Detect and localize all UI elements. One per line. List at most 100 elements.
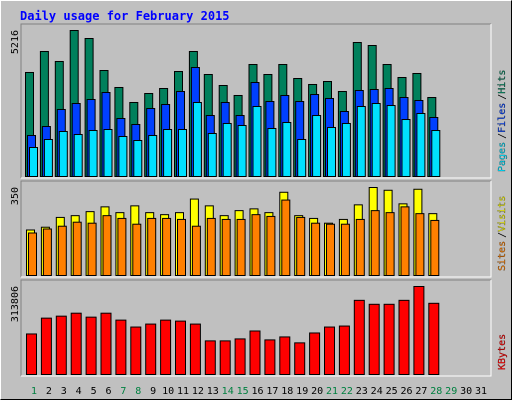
- bar: [266, 215, 276, 277]
- bar: [297, 138, 307, 178]
- bar: [191, 225, 201, 276]
- legend: KBytes: [497, 334, 508, 370]
- bar: [43, 138, 53, 178]
- bar: [163, 129, 173, 177]
- x-tick-label: 28: [430, 386, 442, 397]
- bar: [100, 312, 112, 376]
- bar: [400, 206, 410, 276]
- x-tick-label: 3: [61, 386, 67, 397]
- bar: [236, 218, 246, 276]
- bar: [177, 218, 186, 276]
- bar: [430, 219, 440, 277]
- y-max-label: 350: [10, 187, 21, 205]
- bar: [145, 323, 157, 375]
- legend-separator: /: [497, 94, 508, 100]
- bar: [383, 303, 395, 375]
- bar: [55, 315, 67, 376]
- bar: [148, 134, 158, 178]
- x-tick-label: 6: [105, 386, 111, 397]
- bar: [28, 232, 37, 277]
- bar: [178, 129, 187, 177]
- bar: [385, 212, 395, 276]
- legend-separator: /: [497, 133, 508, 139]
- bar: [132, 223, 142, 276]
- bar: [73, 134, 83, 178]
- bar: [264, 339, 276, 376]
- bar: [327, 126, 336, 177]
- bar: [29, 147, 38, 178]
- bar: [386, 105, 396, 177]
- bar: [368, 303, 380, 375]
- bar: [117, 217, 127, 277]
- bar: [206, 217, 216, 277]
- bar: [130, 326, 142, 375]
- bar: [398, 299, 410, 375]
- bar: [133, 140, 143, 177]
- legend-separator: /: [497, 232, 508, 238]
- legend-entry: Pages: [497, 142, 508, 172]
- x-tick-label: 20: [311, 386, 323, 397]
- bar: [340, 223, 350, 276]
- bar: [324, 326, 335, 375]
- x-tick-label: 16: [251, 386, 263, 397]
- x-tick-label: 13: [207, 386, 219, 397]
- panel-edge-light: [21, 280, 492, 377]
- legend-entry: KBytes: [497, 334, 508, 370]
- bar: [189, 323, 201, 375]
- y-max-label: 313806: [10, 286, 21, 322]
- bar: [103, 129, 113, 177]
- x-tick-label: 17: [266, 386, 278, 397]
- bar: [58, 130, 68, 177]
- bar: [356, 105, 366, 177]
- x-tick-label: 12: [192, 386, 204, 397]
- chart-title: Daily usage for February 2015: [20, 9, 230, 23]
- bar: [85, 316, 97, 376]
- x-tick-label: 30: [460, 386, 472, 397]
- x-tick-label: 25: [386, 386, 398, 397]
- x-tick-label: 29: [445, 386, 457, 397]
- bar: [309, 332, 321, 375]
- x-tick-label: 8: [135, 386, 141, 397]
- x-tick-label: 7: [120, 386, 126, 397]
- bar: [237, 125, 247, 178]
- bar: [192, 101, 202, 177]
- bar: [355, 218, 365, 276]
- panel-edge-light: [21, 181, 492, 278]
- bar: [371, 103, 381, 177]
- bar: [294, 342, 306, 376]
- x-tick-label: 31: [475, 386, 487, 397]
- bar: [353, 299, 365, 375]
- legend-entry: Files: [497, 103, 508, 133]
- bar: [415, 213, 425, 277]
- x-tick-label: 10: [162, 386, 174, 397]
- bar: [42, 228, 52, 277]
- bar: [281, 199, 291, 276]
- legend: Pages/Files/Hits: [497, 70, 508, 172]
- bar: [431, 130, 441, 178]
- bar: [40, 317, 52, 376]
- x-tick-label: 24: [371, 386, 383, 397]
- bar: [87, 222, 97, 276]
- bar: [234, 338, 246, 376]
- panel-edge-light: [21, 24, 492, 179]
- bar: [341, 122, 351, 177]
- bar: [72, 221, 82, 276]
- legend-entry: Sites: [497, 241, 508, 271]
- bar: [221, 218, 231, 276]
- x-tick-label: 19: [296, 386, 308, 397]
- bar: [102, 215, 112, 277]
- x-tick-label: 1: [31, 386, 37, 397]
- bar: [252, 105, 262, 177]
- x-tick-label: 26: [400, 386, 412, 397]
- x-tick-label: 14: [222, 386, 234, 397]
- bar: [222, 122, 232, 177]
- bar: [118, 136, 128, 177]
- x-tick-label: 23: [356, 386, 368, 397]
- bar: [282, 122, 292, 177]
- bar: [267, 127, 277, 178]
- bar: [115, 319, 127, 375]
- bar: [175, 320, 186, 376]
- bar: [413, 286, 425, 375]
- y-max-label: 5216: [10, 30, 21, 54]
